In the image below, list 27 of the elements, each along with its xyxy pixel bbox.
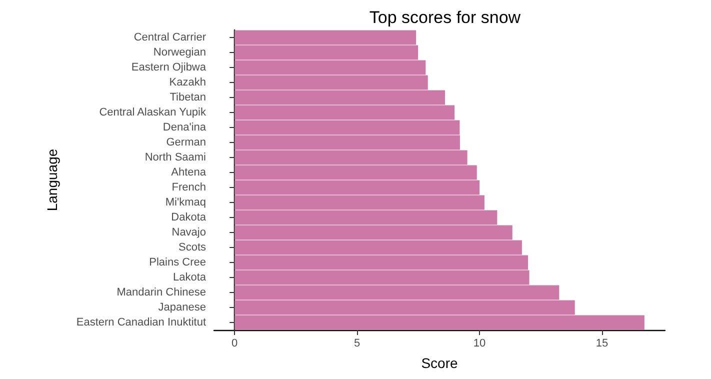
x-tick-label: 0 bbox=[232, 338, 238, 350]
y-tick-label: Navajo bbox=[172, 226, 206, 238]
y-tick-label: Lakota bbox=[172, 272, 207, 284]
y-tick-label: Dena'ina bbox=[162, 122, 207, 134]
y-tick-label: Kazakh bbox=[169, 76, 206, 88]
chart-title: Top scores for snow bbox=[369, 8, 522, 27]
y-tick-label: Plains Cree bbox=[149, 256, 206, 268]
y-tick-label: Mandarin Chinese bbox=[116, 286, 206, 298]
y-tick-label: Mi'kmaq bbox=[165, 196, 206, 208]
y-tick-label: Dakota bbox=[171, 212, 207, 224]
x-tick-label: 5 bbox=[354, 338, 360, 350]
y-tick-label: Eastern Ojibwa bbox=[131, 62, 207, 74]
y-tick-label: Tibetan bbox=[170, 92, 206, 104]
y-tick-label: Central Alaskan Yupik bbox=[99, 106, 206, 118]
y-tick-label: Eastern Canadian Inuktitut bbox=[76, 316, 206, 328]
y-tick-label: Ahtena bbox=[171, 166, 207, 178]
y-tick-label: North Saami bbox=[144, 152, 206, 164]
x-axis-title: Score bbox=[421, 355, 458, 371]
y-tick-label: Japanese bbox=[158, 302, 206, 314]
y-axis-title: Language bbox=[44, 148, 60, 212]
y-tick-label: Scots bbox=[178, 242, 206, 254]
x-tick-label: 15 bbox=[596, 338, 608, 350]
x-tick-label: 10 bbox=[473, 338, 486, 350]
y-tick-label: Norwegian bbox=[153, 46, 206, 58]
y-tick-label: German bbox=[166, 136, 206, 148]
y-tick-label: French bbox=[172, 182, 206, 194]
y-tick-label: Central Carrier bbox=[134, 32, 206, 44]
